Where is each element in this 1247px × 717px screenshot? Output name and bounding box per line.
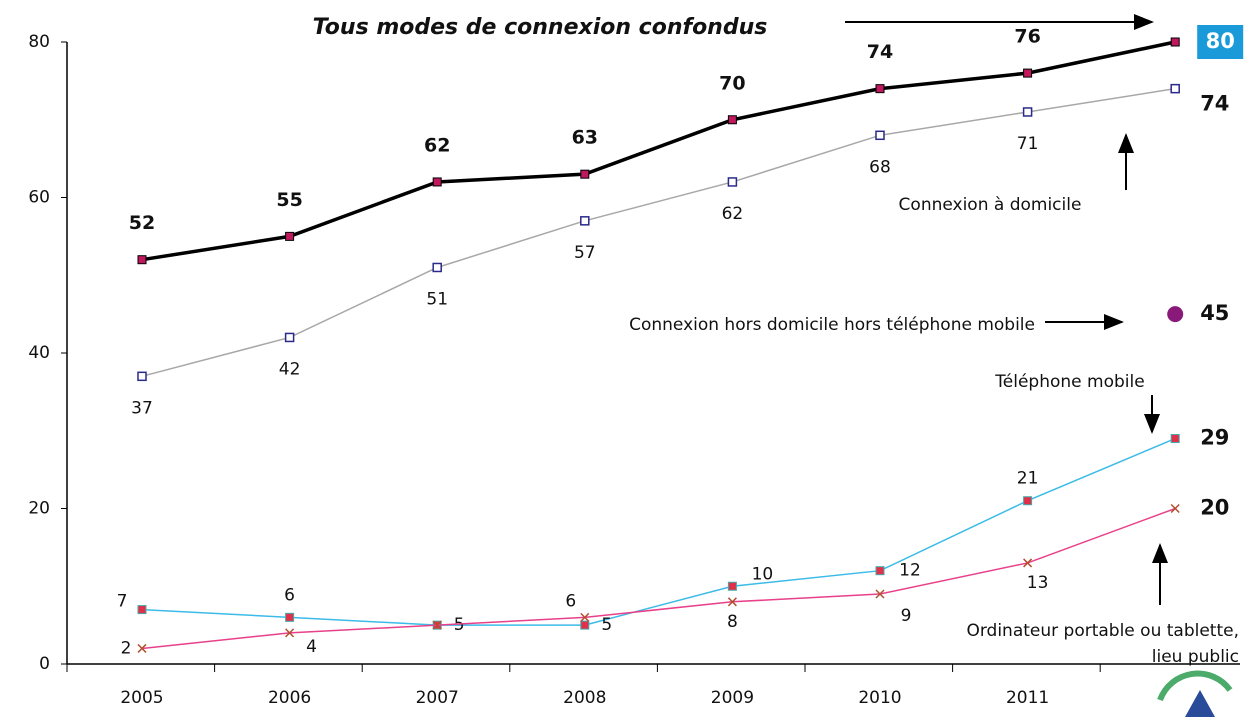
x-tick-label: 2009 <box>711 688 754 708</box>
data-label: 62 <box>722 204 744 224</box>
data-label: 76 <box>1014 26 1040 48</box>
marker <box>727 597 737 607</box>
data-label: 63 <box>572 127 598 149</box>
series-line <box>141 507 1176 650</box>
series-line <box>141 437 1176 626</box>
marker <box>580 169 590 179</box>
marker <box>1170 37 1180 47</box>
data-label: 51 <box>426 289 448 309</box>
data-label: 80 <box>1206 29 1235 53</box>
data-label: 55 <box>276 189 302 211</box>
data-label: 42 <box>279 359 301 379</box>
data-label: 6 <box>565 591 576 611</box>
data-label: 13 <box>1027 573 1049 593</box>
data-label: 74 <box>1200 92 1229 116</box>
x-tick-label: 2008 <box>563 688 606 708</box>
data-label: 37 <box>131 398 153 418</box>
marker <box>137 371 147 382</box>
data-label: 57 <box>574 243 596 263</box>
data-label: 68 <box>869 157 891 177</box>
marker <box>727 115 737 125</box>
logo <box>1157 670 1233 702</box>
data-label: 4 <box>306 637 317 657</box>
series-label: Connexion à domicile <box>899 195 1082 215</box>
y-tick-label: 80 <box>28 32 50 52</box>
marker <box>137 643 147 653</box>
data-label: 6 <box>284 585 295 605</box>
marker <box>137 605 147 615</box>
series-label: Tous modes de connexion confondus <box>313 15 768 40</box>
data-label: 70 <box>719 72 745 94</box>
marker <box>727 581 737 591</box>
marker <box>580 612 590 622</box>
label-box <box>1197 25 1244 59</box>
x-tick-label: 2006 <box>268 688 311 708</box>
data-label: 9 <box>901 606 912 626</box>
data-label: 62 <box>424 134 450 156</box>
data-label: 5 <box>454 615 465 635</box>
x-tick-label: 2011 <box>1006 688 1049 708</box>
marker <box>875 84 885 94</box>
y-tick-label: 0 <box>39 654 50 674</box>
x-tick-label: 2010 <box>858 688 901 708</box>
marker <box>285 612 295 622</box>
marker <box>284 332 295 343</box>
marker <box>580 216 590 226</box>
marker <box>1167 306 1184 323</box>
data-label: 45 <box>1200 301 1229 325</box>
data-label: 20 <box>1200 496 1229 520</box>
data-label: 29 <box>1200 426 1229 450</box>
x-tick-label: 2007 <box>416 688 459 708</box>
marker <box>1023 68 1033 78</box>
marker <box>432 620 442 630</box>
data-label: 10 <box>752 564 774 584</box>
marker <box>580 620 590 630</box>
data-label: 71 <box>1017 134 1039 154</box>
marker <box>1023 496 1033 506</box>
marker <box>1170 83 1180 94</box>
marker <box>875 589 885 599</box>
data-label: 8 <box>727 612 738 632</box>
y-tick-label: 60 <box>28 188 50 208</box>
y-tick-label: 40 <box>28 343 50 363</box>
series-label: Connexion hors domicile hors téléphone m… <box>629 315 1035 335</box>
data-label: 2 <box>121 638 132 658</box>
series-line <box>141 40 1176 262</box>
marker <box>1170 503 1180 514</box>
logo <box>1185 690 1215 717</box>
marker <box>1023 558 1033 568</box>
marker <box>432 177 442 187</box>
series-line <box>141 87 1176 378</box>
marker <box>1022 107 1033 117</box>
arrows <box>845 14 1168 605</box>
x-tick-label: 2005 <box>120 688 163 708</box>
marker <box>285 231 295 241</box>
marker <box>875 566 885 576</box>
marker <box>285 628 295 638</box>
series-label: Ordinateur portable ou tablette, lieu pu… <box>966 621 1239 667</box>
marker <box>1170 434 1180 444</box>
data-label: 7 <box>117 592 128 612</box>
data-label: 21 <box>1017 469 1039 489</box>
marker <box>137 255 147 265</box>
marker <box>432 262 442 273</box>
data-label: 74 <box>867 41 893 63</box>
series-label: Téléphone mobile <box>994 372 1144 392</box>
data-label: 5 <box>601 615 612 635</box>
marker <box>875 130 885 141</box>
marker <box>727 177 738 187</box>
data-label: 52 <box>129 212 155 234</box>
y-tick-label: 20 <box>28 499 50 519</box>
data-label: 12 <box>899 561 921 581</box>
